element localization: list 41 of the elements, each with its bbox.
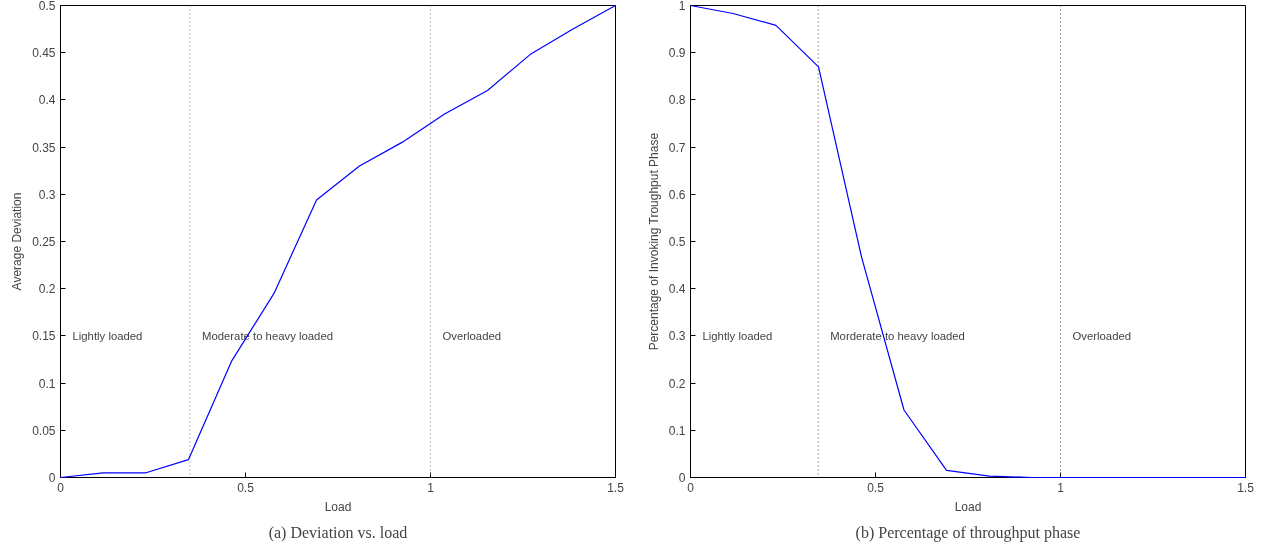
y-tick-label: 0.5	[38, 0, 56, 13]
y-tick-label: 0.25	[32, 235, 56, 249]
x-tick-label: 1	[1057, 480, 1065, 495]
y-tick-label: 0.2	[38, 282, 56, 297]
y-tick-label: 0	[678, 471, 686, 485]
annotation: Lightly loaded	[702, 329, 773, 342]
x-axis-title: Load	[324, 499, 352, 514]
x-tick-label: 1	[427, 480, 435, 495]
y-tick-label: 0.3	[38, 187, 56, 202]
annotation: Morderate to heavy loaded	[830, 329, 965, 342]
x-tick-label: 0.5	[867, 480, 885, 495]
y-tick-label: 0.05	[32, 423, 56, 438]
line-series	[59, 4, 617, 479]
y-tick-label: 0.6	[668, 187, 686, 202]
y-tick-label: 0.4	[668, 282, 686, 297]
y-tick-label: 0.4	[38, 93, 56, 108]
y-tick-label: 0.15	[32, 329, 56, 344]
y-tick-label: 0.1	[668, 423, 686, 438]
x-tick-label: 0.5	[237, 480, 255, 495]
y-tick-label: 0.1	[38, 376, 56, 391]
annotation: Lightly loaded	[72, 329, 143, 342]
line-series	[689, 4, 1247, 479]
y-tick-label: 0.8	[668, 93, 686, 108]
y-tick-label: 0.2	[668, 376, 686, 391]
x-axis-title: Load	[954, 499, 982, 514]
y-tick-label: 0.45	[32, 46, 56, 61]
annotation: Overloaded	[1072, 329, 1132, 342]
y-tick-label: 0.7	[668, 140, 686, 155]
x-tick-label: 1.5	[1237, 480, 1255, 495]
y-axis-title: Average Deviation	[10, 192, 25, 291]
text: (b) Percentage of throughput phase	[855, 523, 1081, 542]
x-tick-label: 1.5	[607, 480, 625, 495]
text: (a) Deviation vs. load	[268, 523, 408, 542]
annotation: Overloaded	[442, 329, 502, 342]
y-axis-title: Percentage of Invoking Troughput Phase	[646, 132, 661, 351]
y-tick-label: 0.9	[668, 46, 686, 61]
y-tick-label: 0.5	[668, 235, 686, 249]
y-tick-label: 0.35	[32, 140, 56, 155]
y-tick-label: 0.3	[668, 329, 686, 344]
y-tick-label: 0	[48, 471, 56, 485]
y-tick-label: 1	[678, 0, 686, 13]
